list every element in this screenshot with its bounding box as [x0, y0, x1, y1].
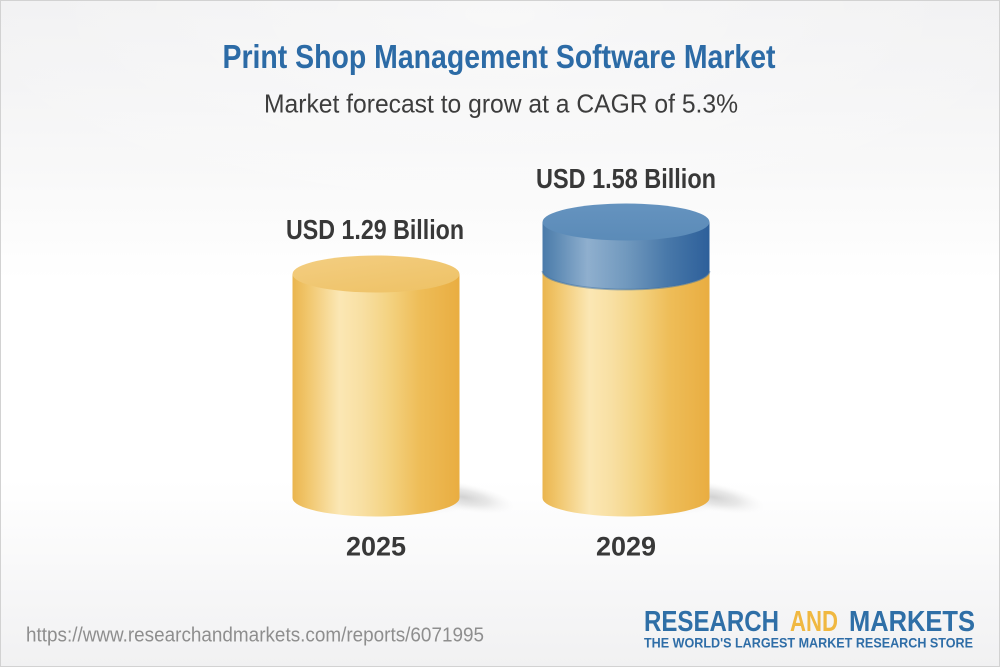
svg-text:Market forecast to grow at a C: Market forecast to grow at a CAGR of 5.3…	[264, 89, 738, 119]
svg-text:MARKETS: MARKETS	[849, 606, 975, 638]
svg-text:https://www.researchandmarkets: https://www.researchandmarkets.com/repor…	[26, 625, 484, 647]
svg-text:2029: 2029	[596, 532, 656, 562]
svg-text:USD 1.58 Billion: USD 1.58 Billion	[536, 163, 716, 194]
svg-text:RESEARCH: RESEARCH	[644, 606, 779, 638]
svg-text:USD 1.29 Billion: USD 1.29 Billion	[286, 214, 464, 245]
svg-text:AND: AND	[790, 606, 838, 638]
svg-text:THE WORLD'S LARGEST MARKET RES: THE WORLD'S LARGEST MARKET RESEARCH STOR…	[644, 635, 973, 651]
svg-text:Print Shop Management Software: Print Shop Management Software Market	[223, 38, 776, 75]
svg-text:2025: 2025	[346, 532, 406, 562]
